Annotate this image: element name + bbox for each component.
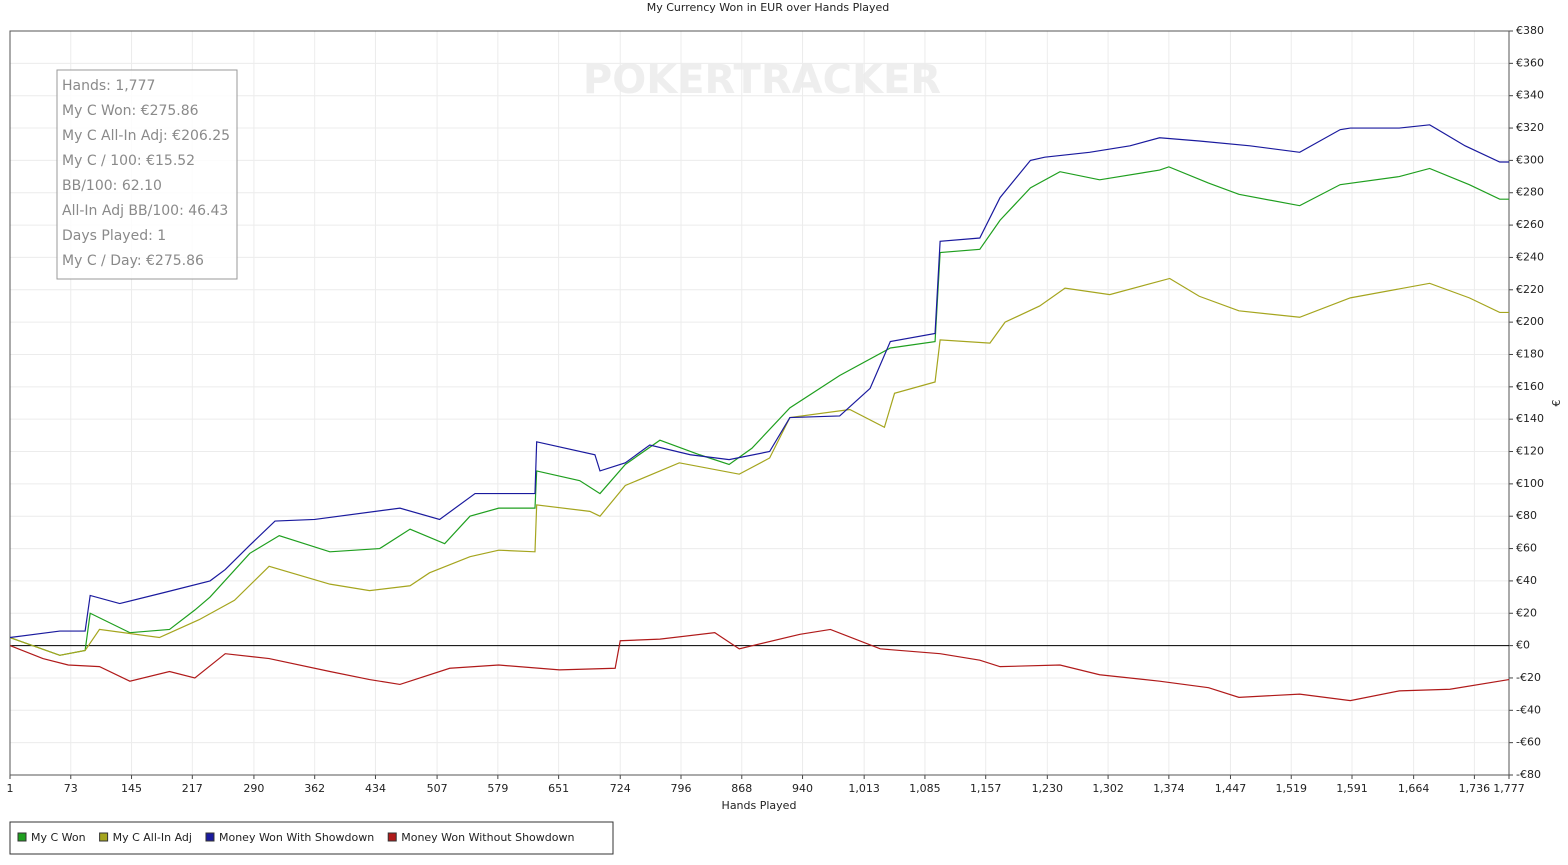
info-line: My C / Day: €275.86 [62, 253, 204, 269]
x-tick-label: 724 [610, 782, 631, 795]
info-line: All-In Adj BB/100: 46.43 [62, 203, 228, 219]
x-tick-label: 1,085 [909, 782, 941, 795]
x-tick-label: 1,447 [1215, 782, 1247, 795]
x-tick-label: 1 [7, 782, 14, 795]
x-axis-label: Hands Played [722, 799, 797, 812]
legend-swatch [387, 832, 397, 842]
x-tick-label: 362 [304, 782, 325, 795]
y-tick-label: €380 [1516, 24, 1544, 37]
info-line: BB/100: 62.10 [62, 178, 162, 194]
legend-label: My C Won [31, 831, 86, 844]
info-line: My C / 100: €15.52 [62, 153, 195, 169]
y-tick-label: -€60 [1516, 736, 1541, 749]
series-line [9, 124, 1509, 639]
x-tick-label: 217 [182, 782, 203, 795]
x-tick-label: 73 [64, 782, 78, 795]
y-tick-label: €300 [1516, 153, 1544, 166]
x-tick-label: 651 [548, 782, 569, 795]
x-tick-label: 145 [121, 782, 142, 795]
y-tick-label: €320 [1516, 121, 1544, 134]
y-tick-label: €180 [1516, 347, 1544, 360]
y-tick-label: €100 [1516, 477, 1544, 490]
series-line [9, 166, 1509, 656]
y-tick-label: €200 [1516, 315, 1544, 328]
x-tick-label: 1,777 [1493, 782, 1525, 795]
legend: My C Won My C All-In Adj Money Won With Sh… [9, 821, 614, 855]
legend-frame [9, 821, 614, 855]
y-tick-label: €120 [1516, 445, 1544, 458]
x-tick-label: 796 [671, 782, 692, 795]
y-tick-label: €360 [1516, 56, 1544, 69]
x-tick-label: 1,736 [1459, 782, 1491, 795]
legend-swatch [205, 832, 215, 842]
x-tick-label: 1,664 [1398, 782, 1430, 795]
y-tick-label: €80 [1516, 509, 1537, 522]
info-frame [56, 69, 238, 280]
chart-title: My Currency Won in EUR over Hands Played [647, 1, 890, 14]
legend-label: Money Won Without Showdown [401, 831, 574, 844]
legend-label: Money Won With Showdown [219, 831, 374, 844]
y-tick-label: -€80 [1516, 768, 1541, 781]
legend-swatch [17, 832, 27, 842]
y-tick-label: €0 [1516, 639, 1530, 652]
plot-frame [9, 30, 1510, 776]
y-tick-label: €260 [1516, 218, 1544, 231]
y-tick-label: €160 [1516, 380, 1544, 393]
legend-label: My C All-In Adj [113, 831, 192, 844]
info-box: Hands: 1,777 My C Won: €275.86 My C All-In… [56, 69, 238, 280]
x-tick-label: 1,157 [970, 782, 1002, 795]
x-tick-label: 868 [731, 782, 752, 795]
series-line [9, 277, 1509, 656]
y-tick-label: -€20 [1516, 671, 1541, 684]
x-tick-label: 1,374 [1153, 782, 1185, 795]
y-tick-label: €20 [1516, 606, 1537, 619]
x-tick-label: 940 [792, 782, 813, 795]
y-tick-label: €220 [1516, 283, 1544, 296]
x-tick-label: 579 [487, 782, 508, 795]
info-line: Days Played: 1 [62, 228, 166, 244]
y-tick-label: €60 [1516, 542, 1537, 555]
y-tick-label: €40 [1516, 574, 1537, 587]
y-tick-label: €340 [1516, 89, 1544, 102]
x-tick-label: 507 [427, 782, 448, 795]
y-tick-label: -€40 [1516, 703, 1541, 716]
x-tick-label: 1,013 [848, 782, 880, 795]
info-line: My C Won: €275.86 [62, 103, 199, 119]
y-tick-label: €240 [1516, 250, 1544, 263]
x-tick-label: 1,230 [1032, 782, 1064, 795]
x-tick-label: 290 [243, 782, 264, 795]
x-tick-label: 1,591 [1336, 782, 1368, 795]
y-tick-label: €140 [1516, 412, 1544, 425]
x-tick-label: 434 [365, 782, 386, 795]
series-line [9, 628, 1510, 702]
y-axis-label: € [1550, 400, 1563, 407]
info-line: My C All-In Adj: €206.25 [62, 128, 230, 144]
x-tick-label: 1,519 [1275, 782, 1307, 795]
info-line: Hands: 1,777 [62, 78, 155, 94]
legend-swatch [99, 832, 109, 842]
x-tick-label: 1,302 [1092, 782, 1124, 795]
y-tick-label: €280 [1516, 186, 1544, 199]
